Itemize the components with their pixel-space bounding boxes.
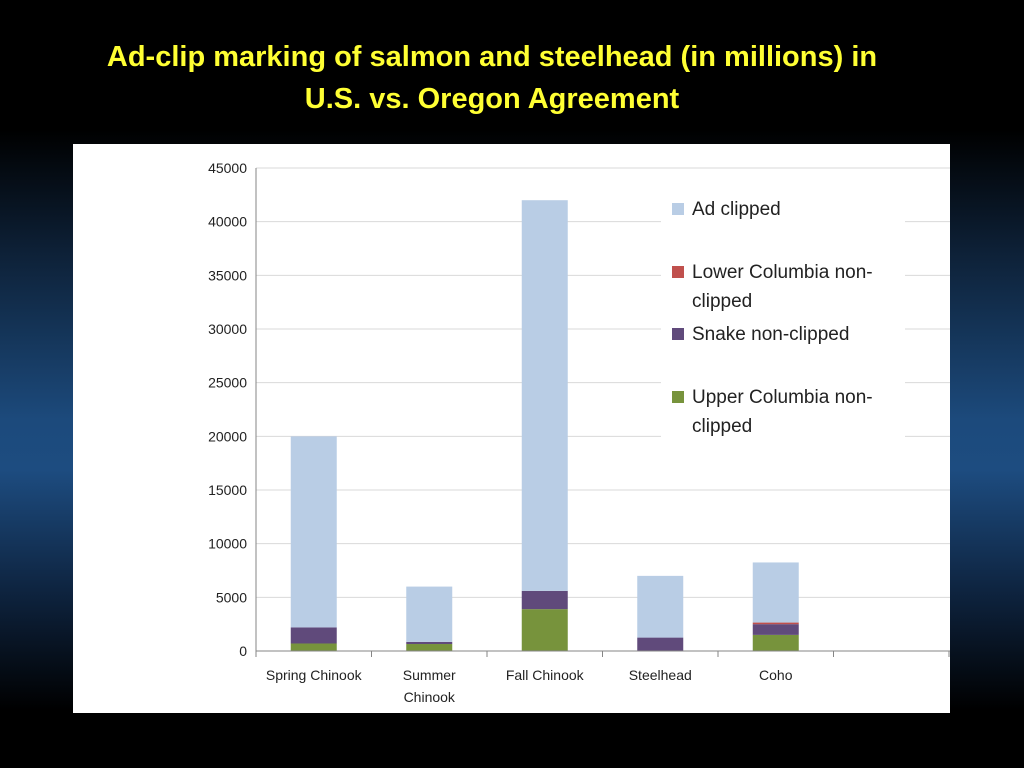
- bar-segment: [406, 586, 453, 642]
- y-tick-label: 5000: [216, 589, 247, 605]
- bar-segment: [637, 637, 684, 651]
- bar-segment: [406, 641, 453, 645]
- bar-segment: [521, 609, 568, 651]
- slide-title: Ad-clip marking of salmon and steelhead …: [20, 36, 964, 120]
- bar-segment: [521, 590, 568, 610]
- bar-segment: [290, 436, 337, 628]
- legend-swatch: [672, 328, 684, 340]
- legend-label: Snake non-clipped: [692, 324, 849, 345]
- legend-label: Upper Columbia non-clipped: [692, 387, 873, 437]
- y-tick-label: 30000: [208, 321, 247, 337]
- legend-label: Ad clipped: [692, 199, 781, 220]
- x-tick-label: Summer Chinook: [403, 667, 456, 705]
- legend-label: Lower Columbia non-clipped: [692, 262, 873, 312]
- bar-segment: [752, 634, 799, 651]
- x-tick-label: Fall Chinook: [506, 667, 585, 683]
- legend-swatch: [672, 203, 684, 215]
- y-tick-label: 15000: [208, 482, 247, 498]
- bar-segment: [290, 627, 337, 644]
- bar-segment: [521, 200, 568, 591]
- bar-segment: [752, 622, 799, 625]
- legend-box: [661, 189, 905, 439]
- chart-panel: 0 5000 10000 15000 20000 25000 30000 35000 40000…: [73, 144, 950, 713]
- stacked-bar-chart: 0 5000 10000 15000 20000 25000 30000 35000 40000…: [208, 160, 950, 705]
- slide-title-line-1: Ad-clip marking of salmon and steelhead …: [106, 41, 878, 73]
- y-tick-label: 0: [239, 643, 247, 659]
- bar-segment: [752, 562, 799, 623]
- y-tick-label: 10000: [208, 536, 247, 552]
- bar-segment: [637, 575, 684, 638]
- y-tick-label: 35000: [208, 267, 247, 283]
- y-tick-label: 20000: [208, 428, 247, 444]
- x-tick-label: Steelhead: [629, 667, 692, 683]
- legend-swatch: [672, 266, 684, 278]
- y-tick-label: 25000: [208, 375, 247, 391]
- y-tick-label: 40000: [208, 214, 247, 230]
- bar-segment: [406, 644, 453, 651]
- x-tick-label: Spring Chinook: [266, 667, 363, 683]
- bar-segment: [752, 624, 799, 635]
- bar-segment: [290, 643, 337, 651]
- y-tick-label: 45000: [208, 160, 247, 176]
- legend-swatch: [672, 391, 684, 403]
- slide-title-line-2: U.S. vs. Oregon Agreement: [304, 83, 680, 115]
- x-tick-label: Coho: [759, 667, 793, 683]
